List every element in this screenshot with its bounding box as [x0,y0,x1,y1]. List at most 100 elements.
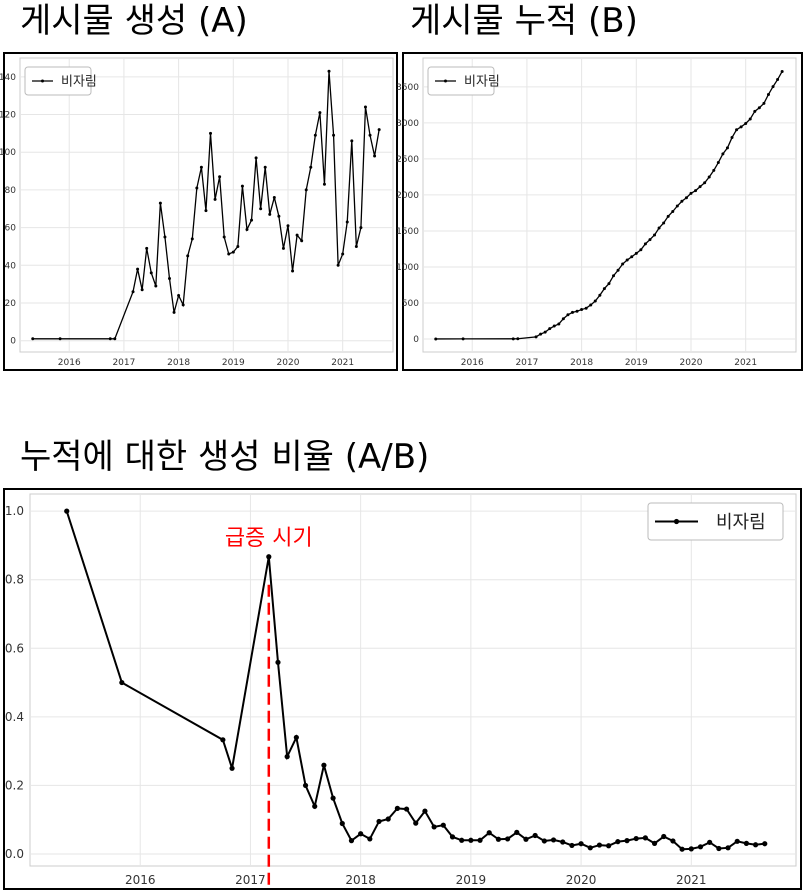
data-point [662,221,666,225]
data-point [231,250,235,254]
x-tick-label: 2021 [331,358,354,368]
y-tick-label: 0.8 [5,573,24,587]
data-point [671,209,675,213]
data-point [744,122,748,126]
data-point [648,238,652,242]
data-point [199,165,203,169]
y-tick-label: 3000 [396,119,419,129]
data-point [716,845,722,852]
data-point [748,117,752,121]
data-point [367,836,373,842]
data-point [523,836,529,842]
series-line-비자림 [65,510,765,851]
y-tick-label: 0 [10,337,16,347]
data-point [566,313,570,317]
data-point [606,843,612,849]
data-point [254,156,258,160]
legend-label: 비자림 [716,512,766,533]
data-point [172,310,176,314]
data-point [587,845,593,851]
data-point [277,214,281,218]
x-tick-label: 2016 [58,358,81,368]
data-point [593,299,597,303]
x-tick-label: 2021 [734,358,757,368]
data-point [670,838,676,844]
data-point [697,844,704,850]
data-point [752,842,759,848]
data-point [575,309,579,313]
y-tick-label: 0 [413,335,419,345]
data-point [263,165,267,169]
y-tick-label: 0.0 [5,847,24,861]
data-point [330,795,336,801]
legend-point-marker [673,518,680,525]
data-point [505,836,511,842]
data-point [158,201,162,205]
data-point [373,154,377,158]
data-point [459,837,465,843]
data-point [477,837,483,843]
x-tick-label: 2021 [676,873,707,887]
legend-box [427,66,495,96]
data-point [771,85,775,89]
chart-c-frame [3,488,802,890]
data-point [413,820,419,826]
y-tick-label: 1000 [396,263,419,273]
data-point [716,161,720,165]
data-point [245,228,249,231]
data-point [651,840,658,846]
data-point [661,833,667,840]
data-point [570,310,574,314]
data-point [679,846,685,852]
data-point [633,835,639,842]
data-point [309,165,313,169]
data-point [377,128,381,132]
data-point [534,335,538,339]
x-tick-label: 2017 [112,358,135,368]
y-tick-label: 0.6 [5,641,24,655]
data-point [332,133,336,137]
data-point [602,287,606,291]
data-point [376,818,382,825]
x-tick-label: 2018 [167,358,190,368]
x-tick-label: 2017 [515,358,538,368]
data-point [385,816,391,822]
data-point [680,199,684,203]
data-point [431,824,437,830]
data-point [624,838,630,844]
data-point [229,765,235,771]
x-tick-label: 2016 [125,873,156,887]
data-point [302,782,309,789]
data-point [422,808,428,814]
data-point [363,105,367,109]
data-point [322,182,326,186]
y-tick-label: 60 [5,224,17,234]
chart-c-title: 누적에 대한 생성 비율 (A/B) [20,437,430,477]
y-tick-label: 0.2 [5,778,24,792]
data-point [694,189,698,193]
data-point [321,762,327,768]
data-point [354,244,358,248]
legend-point-marker [41,79,44,83]
data-point [514,829,520,836]
plot-area [19,57,394,353]
data-point [735,128,739,132]
data-point [64,508,70,514]
data-point [284,754,290,760]
data-point [511,337,515,341]
x-tick-label: 2020 [566,873,597,887]
x-tick-label: 2019 [456,873,487,887]
data-point [653,233,657,237]
data-point [149,271,153,275]
data-point [204,209,208,213]
data-point [350,139,354,143]
data-point [643,242,647,246]
chart-b-frame [402,52,803,371]
x-tick-label: 2019 [625,358,648,368]
data-point [486,830,492,836]
y-tick-label: 1.0 [5,504,24,518]
data-point [725,146,729,150]
data-point [780,69,784,73]
data-point [703,181,707,185]
